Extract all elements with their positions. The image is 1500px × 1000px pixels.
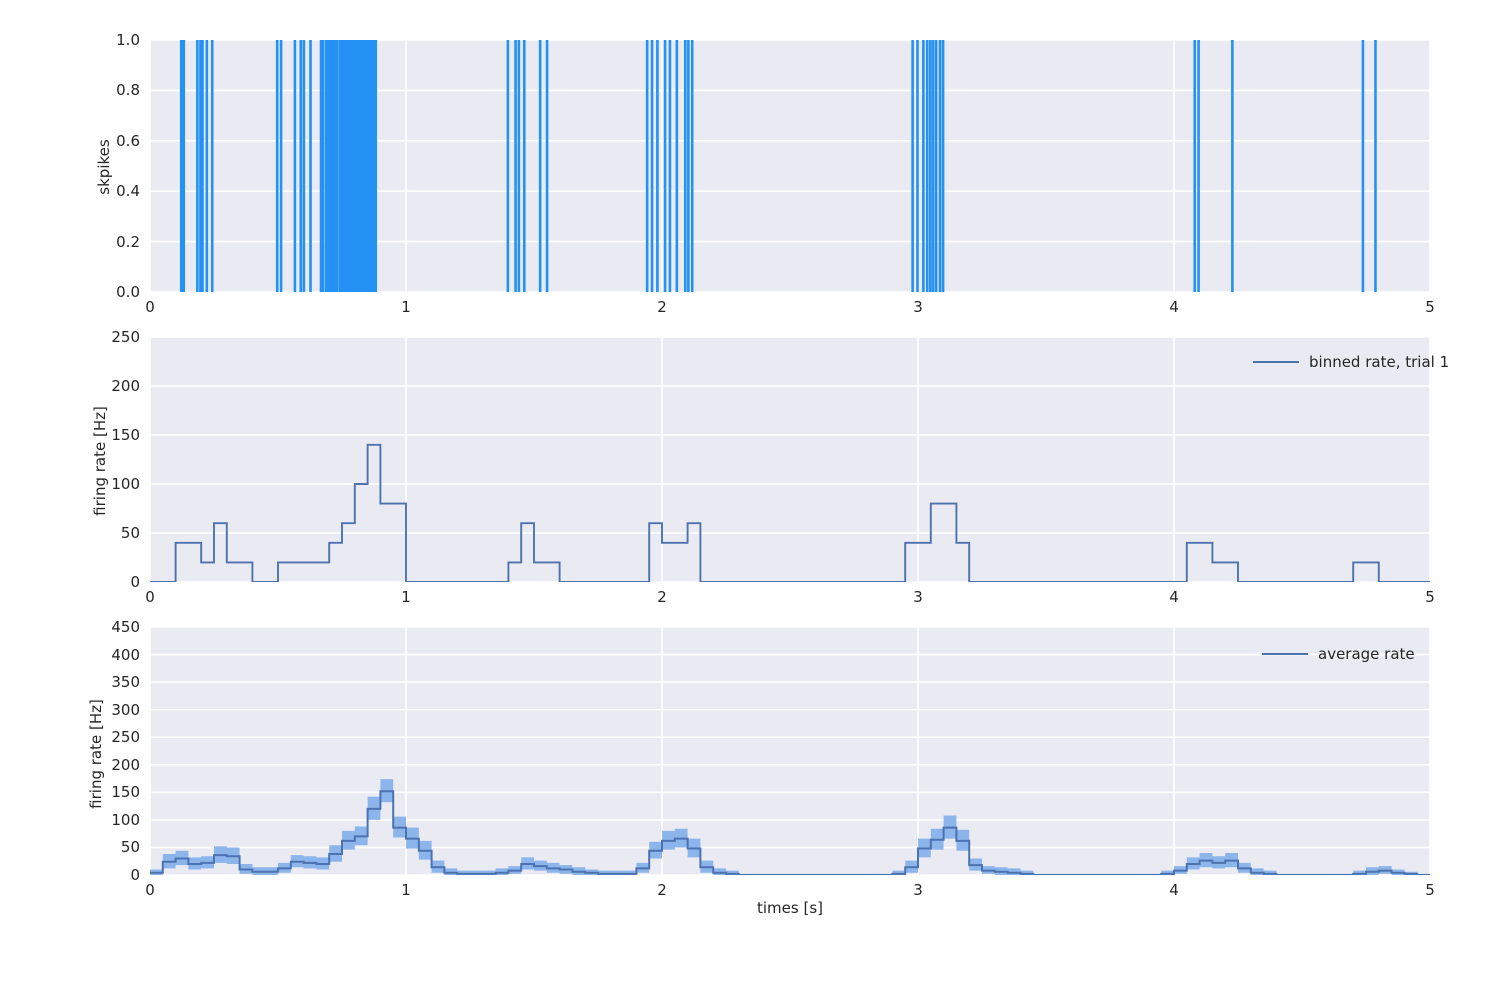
binned-plot-background [150,337,1430,582]
raster-plot-area [150,40,1430,292]
binned-x-tick-label: 4 [1169,588,1179,606]
average-x-axis-label: times [s] [757,899,823,917]
average-rate-legend: average rate [1262,645,1415,663]
binned-x-tick-label: 5 [1425,588,1435,606]
binned-x-tick-label: 1 [401,588,411,606]
raster-y-tick-label: 0.2 [116,232,140,251]
raster-y-tick-label: 0.0 [116,283,140,301]
average-legend-label: average rate [1318,645,1415,663]
binned-x-tick-label: 0 [145,588,155,606]
average-x-tick-label: 3 [913,881,923,899]
binned-legend-label: binned rate, trial 1 [1309,353,1450,371]
binned-legend-line-swatch [1253,361,1299,363]
average-y-tick-label: 300 [111,700,140,719]
binned-y-tick-label: 0 [130,573,140,591]
average-plot-area [150,627,1430,875]
average-y-tick-label: 250 [111,728,140,747]
average-y-tick-label: 0 [130,866,140,884]
binned-x-tick-label: 2 [657,588,667,606]
raster-y-tick-label: 0.4 [116,182,140,201]
raster-x-tick-label: 5 [1425,298,1435,316]
average-y-tick-label: 200 [111,755,140,774]
raster-x-tick-label: 1 [401,298,411,316]
panel-binned-rate [150,337,1430,582]
binned-y-tick-label: 100 [111,475,140,493]
raster-y-tick-label: 0.6 [116,131,140,150]
binned-rate-step-line [150,443,1430,582]
average-rate-step-line [150,790,1430,875]
average-x-tick-label: 4 [1169,881,1179,899]
average-y-tick-label: 50 [120,838,140,857]
binned-y-tick-label: 250 [111,328,140,346]
average-y-tick-label: 150 [111,783,140,802]
average-x-tick-label: 2 [657,881,667,899]
average-x-tick-label: 5 [1425,881,1435,899]
average-x-tick-label: 0 [145,881,155,899]
average-x-tick-label: 1 [401,881,411,899]
raster-x-tick-label: 2 [657,298,667,316]
raster-x-tick-label: 3 [913,298,923,316]
average-y-tick-label: 400 [111,645,140,664]
average-y-tick-label: 350 [111,673,140,692]
binned-y-tick-label: 50 [120,524,140,542]
panel-average-rate [150,627,1430,875]
raster-y-tick-label: 1.0 [116,31,140,49]
raster-x-tick-label: 0 [145,298,155,316]
binned-rate-legend: binned rate, trial 1 [1253,353,1449,371]
raster-x-tick-label: 4 [1169,298,1179,316]
average-legend-line-swatch [1262,653,1308,655]
binned-x-tick-label: 3 [913,588,923,606]
average-y-tick-label: 450 [111,618,140,636]
raster-y-tick-label: 0.8 [116,81,140,100]
average-y-tick-label: 100 [111,810,140,829]
binned-y-tick-label: 200 [111,377,140,395]
panel-spike-raster [150,40,1430,292]
binned-y-tick-label: 150 [111,426,140,444]
binned-plot-area [150,337,1430,582]
